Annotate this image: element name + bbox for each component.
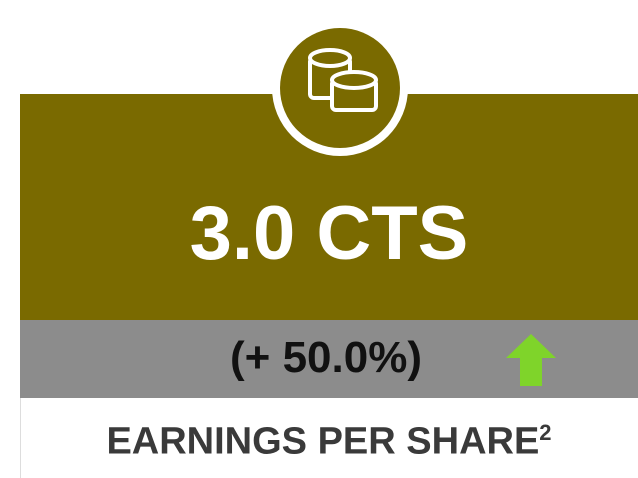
footnote: 2	[539, 420, 552, 445]
value: 3.0 CTS	[189, 191, 469, 276]
label: EARNINGS PER SHARE	[106, 420, 540, 463]
up-arrow	[506, 334, 556, 386]
coin-icon	[272, 20, 408, 156]
divider	[20, 398, 21, 478]
change: (+ 50.0%)	[230, 333, 422, 382]
label-row: EARNINGS PER SHARE2	[20, 420, 638, 464]
